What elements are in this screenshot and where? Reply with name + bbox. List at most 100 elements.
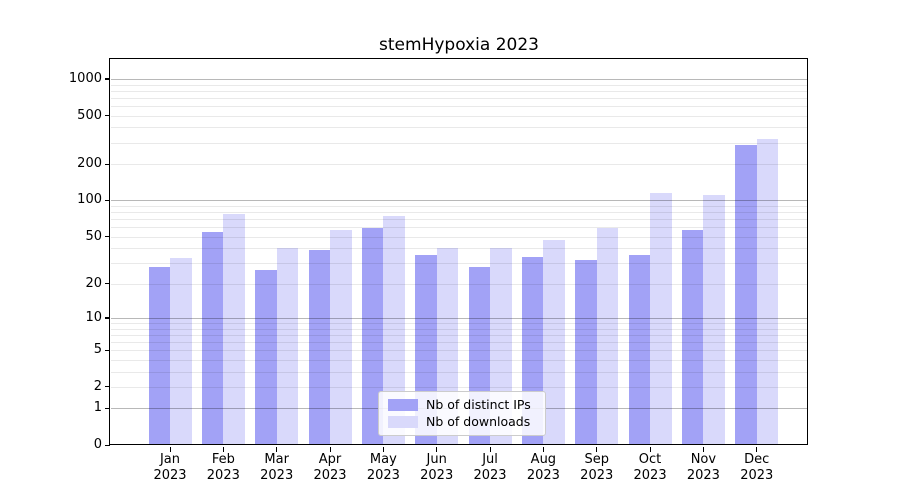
gridline-minor-20 [111, 283, 807, 285]
gridline-minor-9 [111, 323, 807, 324]
y-tick-1000 [104, 78, 110, 80]
x-tick-label-feb-2023: Feb 2023 [206, 452, 240, 483]
bar-downloads-feb-2023 [223, 214, 245, 445]
legend-swatch-distinct-ips [388, 399, 418, 411]
bar-downloads-sep-2023 [596, 228, 619, 445]
x-tick-dec-2023 [756, 446, 758, 452]
y-tick-label-50: 50 [85, 228, 102, 244]
gridline-minor-40 [111, 248, 807, 250]
gridline-minor-8 [111, 328, 807, 330]
bar-downloads-oct-2023 [650, 193, 672, 445]
x-tick-label-sep-2023: Sep 2023 [580, 452, 614, 483]
y-tick-200 [104, 163, 110, 165]
bar-distinct-ips-apr-2023 [308, 249, 331, 445]
y-tick-2 [104, 386, 110, 388]
x-tick-label-jul-2023: Jul 2023 [473, 452, 507, 483]
x-tick-label-may-2023: May 2023 [366, 452, 400, 483]
x-tick-feb-2023 [222, 446, 225, 452]
y-tick-label-10: 10 [85, 309, 102, 325]
gridline-major-1000 [111, 78, 807, 80]
gridline-minor-500 [111, 115, 807, 117]
bar-downloads-jan-2023 [170, 258, 192, 445]
y-tick-5 [104, 349, 110, 351]
y-tick-label-1000: 1000 [68, 70, 102, 86]
gridline-minor-600 [111, 105, 807, 107]
bar-downloads-aug-2023 [543, 239, 565, 445]
bar-downloads-apr-2023 [330, 229, 352, 445]
gridline-minor-2 [111, 386, 807, 388]
y-tick-1 [104, 407, 110, 409]
y-tick-label-500: 500 [77, 107, 102, 123]
x-tick-label-jan-2023: Jan 2023 [153, 452, 187, 483]
gridline-minor-700 [111, 97, 807, 99]
y-tick-10 [104, 317, 110, 319]
y-tick-label-2: 2 [93, 378, 102, 394]
gridline-minor-60 [111, 227, 807, 229]
gridline-minor-80 [111, 212, 807, 214]
x-tick-aug-2023 [542, 446, 545, 452]
y-tick-label-5: 5 [93, 342, 102, 358]
x-tick-label-nov-2023: Nov 2023 [686, 452, 720, 483]
gridline-minor-90 [111, 205, 807, 207]
gridline-minor-50 [111, 236, 807, 238]
bar-downloads-nov-2023 [703, 195, 725, 445]
x-tick-may-2023 [382, 446, 385, 452]
x-tick-label-mar-2023: Mar 2023 [260, 452, 294, 483]
x-tick-oct-2023 [649, 446, 651, 452]
gridline-minor-3 [111, 371, 807, 373]
x-tick-nov-2023 [702, 446, 705, 452]
legend-label-downloads: Nb of downloads [426, 414, 531, 429]
y-tick-500 [104, 115, 110, 117]
bar-distinct-ips-may-2023 [361, 228, 384, 445]
bar-distinct-ips-sep-2023 [575, 259, 597, 445]
gridline-minor-70 [111, 219, 807, 221]
legend-item-distinct-ips: Nb of distinct IPs [388, 398, 536, 412]
x-tick-label-apr-2023: Apr 2023 [313, 452, 347, 483]
gridline-minor-6 [111, 341, 807, 343]
gridline-minor-900 [111, 84, 807, 86]
legend-label-distinct-ips: Nb of distinct IPs [426, 397, 531, 412]
x-tick-sep-2023 [596, 446, 598, 452]
bar-downloads-dec-2023 [756, 139, 779, 445]
legend: Nb of distinct IPs Nb of downloads [378, 391, 546, 436]
x-tick-jun-2023 [436, 446, 438, 452]
gridline-minor-300 [111, 142, 807, 144]
bar-distinct-ips-dec-2023 [735, 145, 757, 445]
gridline-minor-7 [111, 334, 807, 336]
y-tick-50 [104, 236, 110, 238]
y-tick-20 [104, 283, 110, 285]
x-tick-apr-2023 [329, 446, 331, 452]
x-tick-label-jun-2023: Jun 2023 [420, 452, 454, 483]
gridline-major-10 [111, 317, 807, 319]
chart-title: stemHypoxia 2023 [379, 35, 539, 55]
gridline-minor-200 [111, 164, 807, 165]
gridline-minor-30 [111, 263, 807, 265]
y-tick-100 [104, 199, 110, 202]
x-tick-label-dec-2023: Dec 2023 [740, 452, 774, 483]
gridline-minor-800 [111, 90, 807, 92]
gridline-minor-400 [111, 127, 807, 129]
y-tick-0 [104, 444, 110, 446]
bar-distinct-ips-mar-2023 [255, 270, 277, 445]
y-tick-label-1: 1 [93, 400, 102, 416]
gridline-minor-5 [111, 350, 807, 352]
bar-distinct-ips-jan-2023 [148, 266, 170, 445]
x-tick-jul-2023 [489, 446, 491, 452]
y-tick-label-200: 200 [77, 156, 102, 171]
x-tick-label-aug-2023: Aug 2023 [526, 452, 560, 483]
y-tick-label-20: 20 [85, 275, 102, 291]
bar-downloads-mar-2023 [276, 248, 299, 445]
legend-item-downloads: Nb of downloads [388, 415, 536, 429]
bar-downloads-may-2023 [383, 215, 405, 445]
x-tick-label-oct-2023: Oct 2023 [633, 452, 667, 483]
gridline-major-100 [111, 200, 807, 202]
bar-distinct-ips-oct-2023 [628, 255, 651, 445]
bar-distinct-ips-nov-2023 [681, 229, 704, 445]
legend-swatch-downloads [388, 416, 418, 428]
gridline-minor-4 [111, 359, 807, 361]
x-tick-jan-2023 [169, 446, 171, 452]
x-tick-mar-2023 [276, 446, 278, 452]
